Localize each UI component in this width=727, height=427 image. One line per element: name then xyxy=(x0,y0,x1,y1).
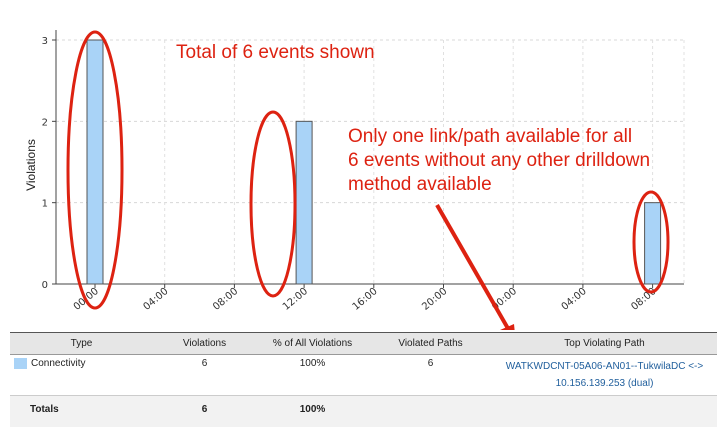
header-percent[interactable]: % of All Violations xyxy=(256,333,369,355)
bar xyxy=(87,40,103,284)
annotation-ellipse-bar-2 xyxy=(251,112,295,296)
totals-row: Totals 6 100% xyxy=(10,396,717,427)
header-violations[interactable]: Violations xyxy=(153,333,256,355)
bar xyxy=(645,203,661,284)
violations-cell: 6 xyxy=(153,355,256,396)
y-tick-label: 0 xyxy=(42,280,48,291)
annotation-note-line-2: 6 events without any other drilldown xyxy=(348,150,650,171)
top-path-link[interactable]: WATKWDCNT-05A06-AN01--TukwilaDC <-> 10.1… xyxy=(496,358,713,392)
annotation-note-line-3: method available xyxy=(348,174,492,195)
x-tick-label: 00:00 xyxy=(490,286,519,313)
totals-percent: 100% xyxy=(256,396,369,427)
x-tick-label: 04:00 xyxy=(560,286,589,313)
totals-violations: 6 xyxy=(153,396,256,427)
type-cell: Connectivity xyxy=(10,355,153,396)
type-label: Connectivity xyxy=(31,358,85,369)
header-top-path[interactable]: Top Violating Path xyxy=(492,333,717,355)
y-axis-label: Violations xyxy=(24,139,38,191)
totals-empty-1 xyxy=(369,396,492,427)
annotation-note-line-1: Only one link/path available for all xyxy=(348,126,632,147)
table-header-row: Type Violations % of All Violations Viol… xyxy=(10,333,717,355)
percent-cell: 100% xyxy=(256,355,369,396)
top-path-cell: WATKWDCNT-05A06-AN01--TukwilaDC <-> 10.1… xyxy=(492,355,717,396)
totals-empty-2 xyxy=(492,396,717,427)
annotation-arrow-shaft xyxy=(437,205,510,330)
bar xyxy=(296,121,312,284)
x-tick-label: 04:00 xyxy=(141,286,170,313)
header-violated-paths[interactable]: Violated Paths xyxy=(369,333,492,355)
x-tick-label: 20:00 xyxy=(420,286,449,313)
table-row: Connectivity 6 100% 6 WATKWDCNT-05A06-AN… xyxy=(10,355,717,396)
totals-label: Totals xyxy=(10,396,153,427)
top-path-line-1: WATKWDCNT-05A06-AN01--TukwilaDC <-> xyxy=(496,358,713,375)
x-tick-label: 12:00 xyxy=(281,286,310,313)
header-type[interactable]: Type xyxy=(10,333,153,355)
x-tick-label: 08:00 xyxy=(211,286,240,313)
violations-summary-table: Type Violations % of All Violations Viol… xyxy=(10,332,717,427)
top-path-line-2: 10.156.139.253 (dual) xyxy=(496,375,713,392)
y-tick-label: 1 xyxy=(42,199,48,210)
y-tick-label: 3 xyxy=(42,36,48,47)
annotation-layer: Total of 6 events shown Only one link/pa… xyxy=(68,32,668,330)
x-tick-label: 16:00 xyxy=(351,286,380,313)
y-tick-label: 2 xyxy=(42,117,48,128)
annotation-total: Total of 6 events shown xyxy=(176,42,375,63)
connectivity-color-swatch xyxy=(14,358,27,369)
paths-cell: 6 xyxy=(369,355,492,396)
